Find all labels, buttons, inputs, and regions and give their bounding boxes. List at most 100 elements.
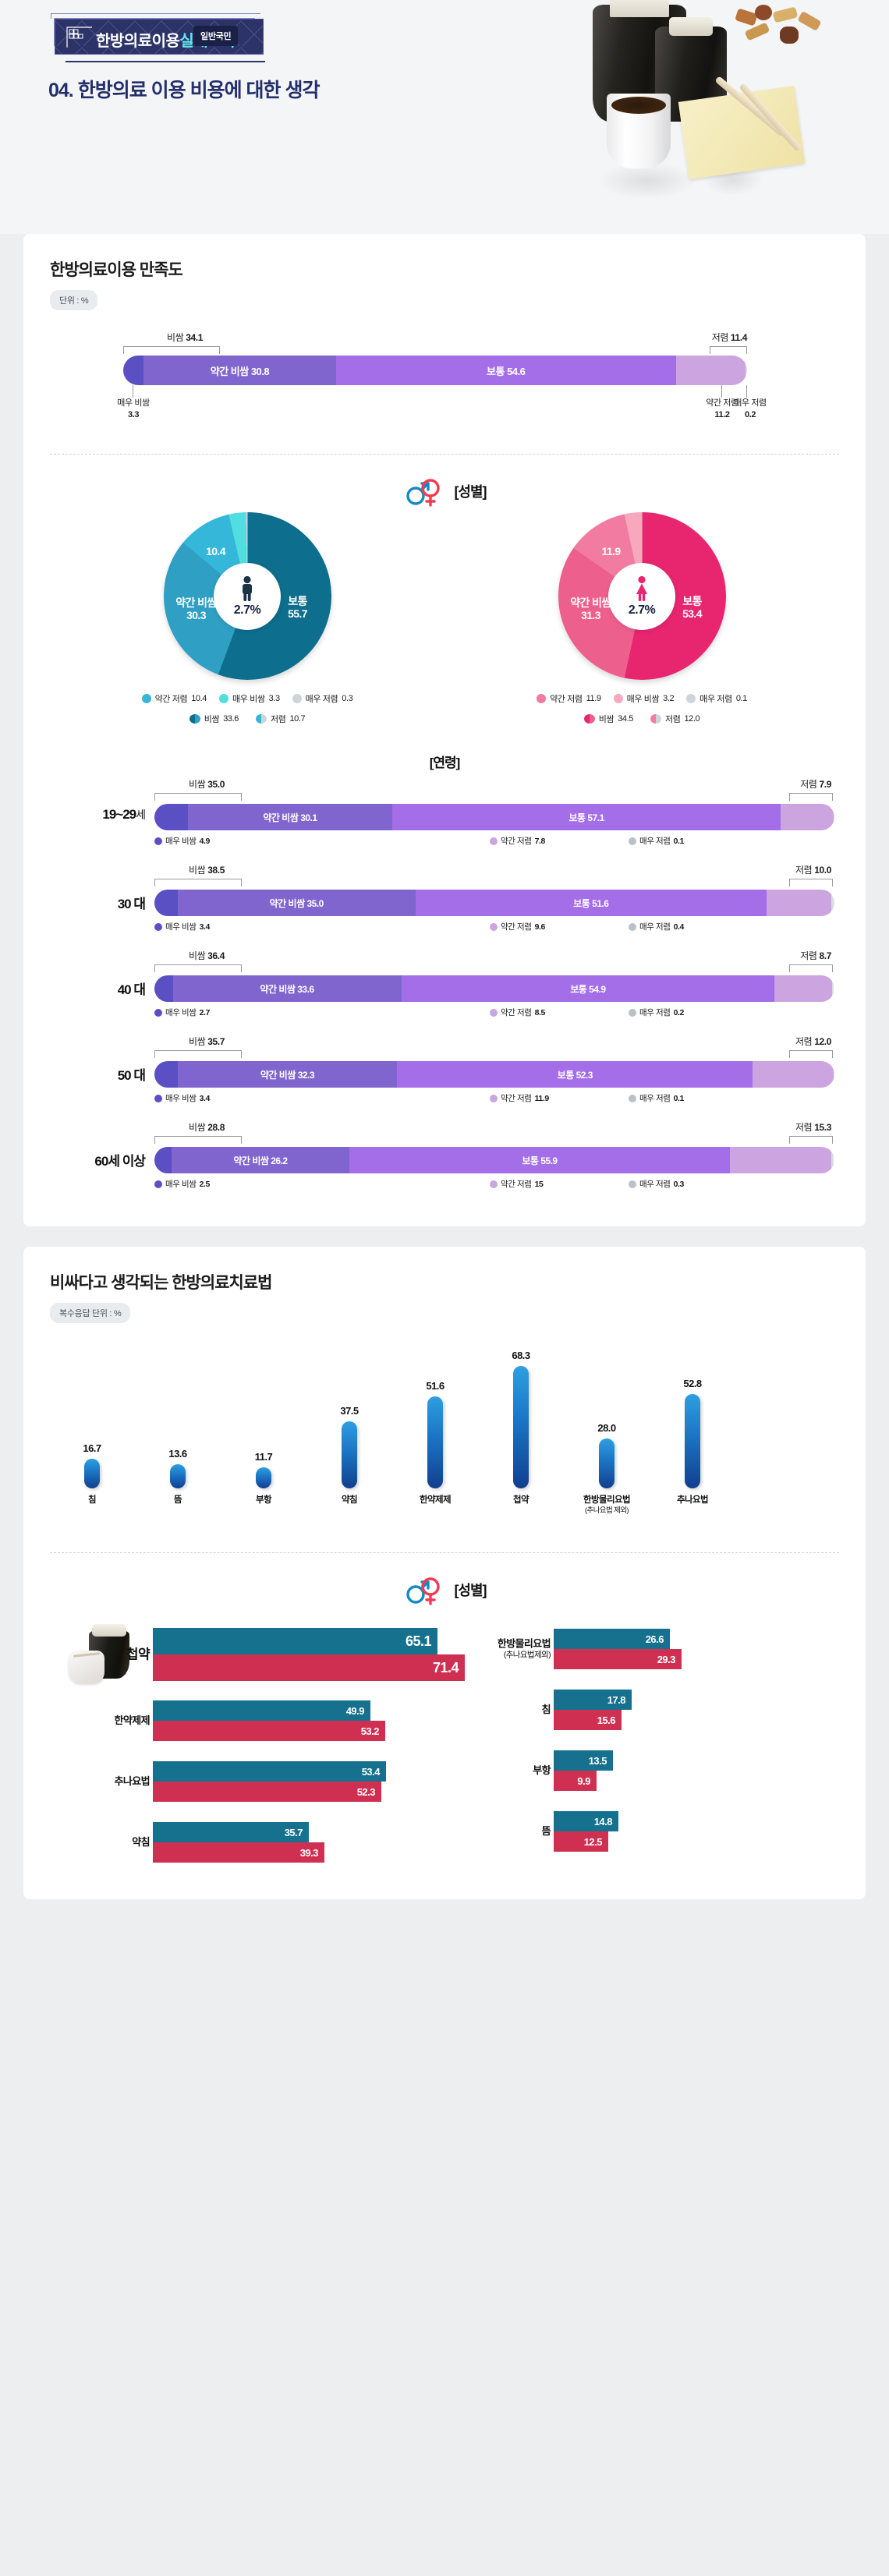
female-bar: 29.3 [554, 1649, 682, 1669]
legend-item: 매우 저렴 0.2 [629, 1007, 684, 1018]
paired-bars-left-column: 첩약 65.1 71.4 한약제제 49.9 53.2 추나요법 53.4 52… [50, 1619, 465, 1873]
legend-swatch [154, 837, 162, 845]
male-legend-row-2: 비쌈 33.6 저렴 10.7 [68, 713, 427, 725]
dried-herbs-icon [733, 5, 827, 62]
column-label: 약침 [342, 1495, 358, 1505]
column-label: 한방물리요법 (추나요법 제외) [583, 1495, 630, 1515]
segment-cheap [753, 1061, 834, 1088]
legend-item: 매우 비쌈 2.7 [154, 1007, 210, 1018]
age-row-label: 50 대 [117, 1068, 146, 1083]
gender-pair-row: 한방물리요법 (추나요법제외) 26.6 29.3 [451, 1619, 839, 1679]
bracket-cheap [789, 879, 833, 886]
age-rows: 19~29세 비쌈 35.0 저렴 7.9 약간 비쌈 30.1 보통 57.1… [50, 776, 839, 1200]
age-row-label: 30 대 [117, 897, 146, 911]
segment-expensive: 약간 비쌈 26.2 [171, 1147, 350, 1173]
gender-paired-bars: 첩약 65.1 71.4 한약제제 49.9 53.2 추나요법 53.4 52… [50, 1619, 839, 1873]
pair-row-label: 뜸 [541, 1824, 551, 1837]
age-stacked-bar: 약간 비쌈 35.0 보통 51.6 [154, 890, 834, 916]
age-stacked-bar: 약간 비쌈 30.1 보통 57.1 [154, 804, 834, 830]
legend-item: 약간 저렴 15 [490, 1178, 544, 1190]
gender-label: [성별] [454, 484, 487, 500]
age-heading: [연령] [429, 755, 461, 770]
total-stacked-bar: 약간 비쌈 30.8 보통 54.6 [123, 356, 747, 385]
male-bar: 26.6 [554, 1629, 670, 1649]
age-row-label: 60세 이상 [94, 1154, 146, 1169]
bracket-expensive [154, 1050, 242, 1058]
legend-item: 약간 저렴 11.9 [490, 1092, 549, 1104]
column-value: 52.8 [683, 1378, 702, 1389]
legend-item: 매우 비쌈 2.5 [154, 1178, 210, 1190]
pair-row-label: 약침 [132, 1835, 150, 1848]
bracket-expensive [123, 346, 220, 354]
legend-item: 매우 저렴 0.4 [629, 921, 684, 932]
pair-bars: 53.4 52.3 [153, 1761, 386, 1802]
female-label-expensive: 약간 비쌈 31.3 [570, 596, 611, 622]
legend-item: 매우 비쌈 3.3 [219, 692, 280, 705]
legend-swatch [154, 1008, 162, 1017]
legend-swatch [141, 694, 151, 703]
total-stacked-bar-wrap: 비쌈 34.1 저렴 11.4 약간 비쌈 30.8 보통 54.6 매우 비쌈… [50, 329, 839, 419]
pair-row-label: 한방물리요법 (추나요법제외) [497, 1637, 551, 1660]
male-center-pct: 2.7% [233, 603, 261, 617]
legend-item: 약간 저렴 7.8 [490, 835, 545, 847]
bracket-cheap [789, 964, 833, 972]
divider [50, 1552, 839, 1553]
bracket-cheap [710, 346, 747, 354]
legend-item: 매우 저렴 0.1 [629, 1092, 684, 1104]
legend-item: 매우 저렴 0.3 [629, 1178, 684, 1190]
female-bar: 12.5 [554, 1831, 608, 1852]
column-value: 16.7 [83, 1442, 101, 1454]
satisfaction-title: 한방의료이용 만족도 [50, 261, 183, 279]
male-pie-block: 2.7% 보통 55.7 약간 비쌈 30.3 10.4 약간 [68, 512, 427, 725]
column-label: 침 [88, 1495, 97, 1505]
header-photo [499, 0, 827, 211]
bracket-expensive-label: 비쌈 28.8 [189, 1122, 225, 1133]
gender-pair-row: 침 17.8 15.6 [451, 1679, 839, 1740]
gender-pair-row: 첩약 65.1 71.4 [50, 1619, 465, 1690]
bracket-expensive [154, 879, 242, 886]
satisfaction-card: 한방의료이용 만족도 단위 : % 비쌈 34.1 저렴 11.4 약간 비쌈 … [23, 234, 866, 1226]
legend-item: 약간 저렴 8.5 [490, 1007, 545, 1018]
gender-pair-row: 부항 13.5 9.9 [451, 1740, 839, 1801]
pair-bars: 13.5 9.9 [554, 1750, 613, 1791]
segment-cheap [781, 804, 834, 830]
gender-pair-row: 추나요법 53.4 52.3 [50, 1751, 438, 1812]
legend-item: 비쌈 34.5 [583, 713, 633, 725]
gender-pair-row: 약침 35.7 39.3 [50, 1812, 438, 1873]
segment-expensive: 약간 비쌈 32.3 [177, 1061, 398, 1088]
legend-swatch [189, 714, 200, 724]
gender-pair-row: 뜸 14.8 12.5 [451, 1801, 839, 1862]
female-person-icon [636, 575, 647, 601]
segment-expensive: 약간 비쌈 30.1 [187, 804, 393, 830]
bracket-cheap-label: 저렴 8.7 [800, 950, 831, 961]
leader-cheap [721, 385, 722, 398]
satisfaction-unit-pill: 단위 : % [50, 290, 98, 310]
segment-cheap [766, 890, 832, 916]
female-bar: 39.3 [153, 1842, 324, 1863]
bracket-cheap-label: 저렴 7.9 [800, 779, 831, 790]
legend-swatch [629, 1008, 636, 1017]
male-bar: 13.5 [554, 1750, 613, 1771]
column-label: 첩약 [513, 1495, 530, 1505]
treatment-column: 37.5 약침 [340, 1405, 359, 1505]
segment-cheap [774, 975, 833, 1002]
bracket-expensive-label: 비쌈 35.7 [189, 1036, 225, 1047]
pair-row-label: 첩약 [126, 1647, 151, 1662]
column-value: 37.5 [340, 1405, 359, 1417]
treatments-gender-heading: [성별] [50, 1573, 839, 1606]
expensive-treatments-card: 비싸다고 생각되는 한방의료치료법 복수응답 단위 : % 16.7 침 13.… [23, 1247, 866, 1899]
segment-very-expensive [123, 356, 144, 385]
age-mini-legend: 매우 비쌈 2.5 약간 저렴 15 매우 저렴 0.3 [154, 1178, 834, 1192]
treatment-column: 51.6 한약제제 [420, 1380, 452, 1505]
paired-bars-right-column: 한방물리요법 (추나요법제외) 26.6 29.3 침 17.8 15.6 부항 … [451, 1619, 839, 1873]
legend-swatch [154, 1094, 162, 1102]
column-label: 추나요법 [677, 1495, 709, 1505]
segment-very-expensive [154, 1061, 178, 1088]
column-label: 한약제제 [420, 1495, 452, 1505]
bracket-cheap [789, 1136, 833, 1144]
audience-badge: 일반국민 [193, 26, 239, 46]
bracket-cheap-label: 저렴 15.3 [795, 1122, 831, 1133]
male-pie-canvas: 2.7% 보통 55.7 약간 비쌈 30.3 10.4 [163, 512, 331, 680]
segment-medium: 보통 55.9 [349, 1147, 730, 1173]
corner-ornament-icon [66, 25, 93, 48]
